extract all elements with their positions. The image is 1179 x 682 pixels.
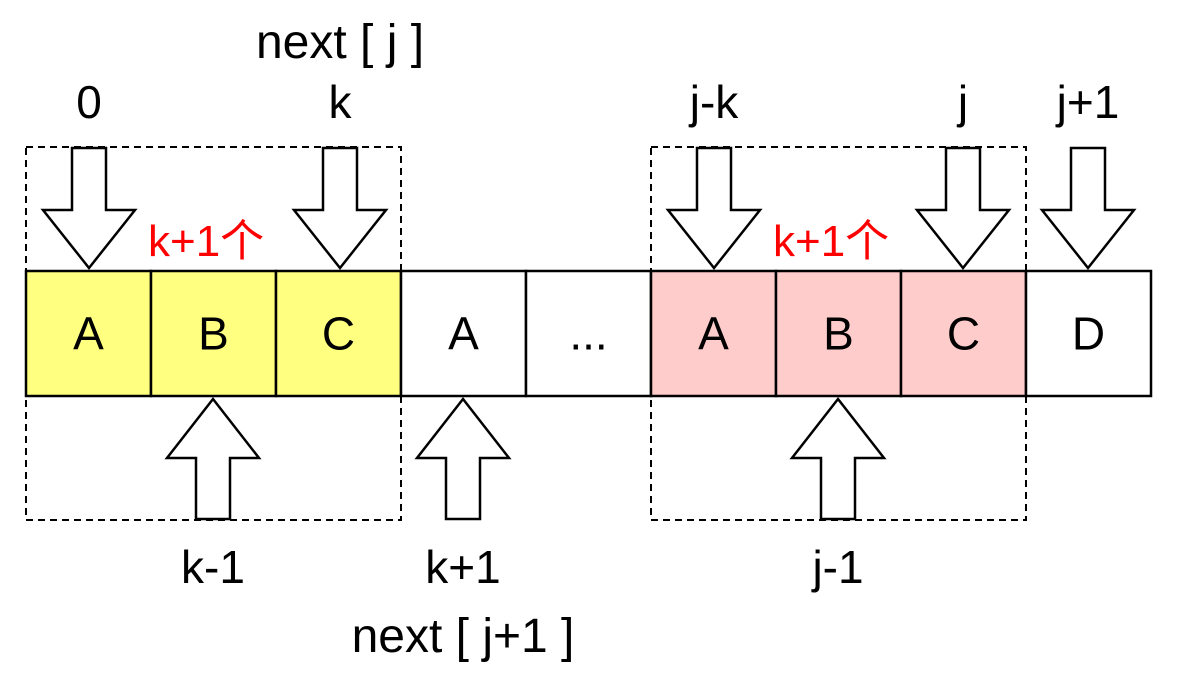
array-cell-box (649, 269, 778, 398)
array-cell-label: B (198, 308, 229, 360)
array-cell-label: ... (569, 308, 607, 360)
array-cell-box (899, 269, 1028, 398)
array-cell-label: B (823, 308, 854, 360)
index-label-j-plus-1: j+1 (1055, 76, 1120, 128)
array-cell: C (274, 269, 403, 398)
index-label-j-minus-k: j-k (688, 76, 740, 128)
array-cell-box (399, 269, 528, 398)
array-cell-box (24, 269, 153, 398)
index-label-0: 0 (76, 76, 102, 128)
array-cell: A (24, 269, 153, 398)
array-cell-label: C (947, 308, 980, 360)
index-label-k-minus-1: k-1 (181, 541, 245, 593)
array-cell: C (899, 269, 1028, 398)
down-arrow-0 (40, 146, 138, 271)
array-cell: B (149, 269, 278, 398)
index-label-k-plus-1: k+1 (425, 541, 500, 593)
next-j-plus-1-title: next [ j+1 ] (352, 610, 575, 663)
array-cell: D (1024, 269, 1153, 398)
left-count-annotation: k+1个 (148, 217, 264, 266)
up-arrow-k-plus-1 (414, 396, 512, 521)
array-cell-box (1024, 269, 1153, 398)
next-j-title: next [ j ] (256, 16, 424, 69)
down-arrow-j-plus-1 (1039, 146, 1137, 271)
array-cell: A (399, 269, 528, 398)
array-cell: A (649, 269, 778, 398)
array-cell-label: A (73, 308, 104, 360)
array-cell-label: C (322, 308, 355, 360)
index-label-j: j (956, 76, 968, 128)
down-arrow-j (914, 146, 1012, 271)
array-cell-label: A (698, 308, 729, 360)
down-arrow-k (291, 146, 389, 271)
array-cells: A B C A... A B C D (24, 269, 1153, 398)
up-arrow-j-minus-1 (789, 396, 887, 521)
array-cell-label: D (1072, 308, 1105, 360)
up-arrow-k-minus-1 (164, 396, 262, 521)
index-label-k: k (329, 76, 353, 128)
down-arrow-j-minus-k (665, 146, 763, 271)
array-cell-label: A (448, 308, 479, 360)
array-cell-box (274, 269, 403, 398)
right-count-annotation: k+1个 (773, 217, 889, 266)
index-label-j-minus-1: j-1 (810, 541, 863, 593)
array-cell: B (774, 269, 903, 398)
array-cell: ... (524, 269, 653, 398)
array-cell-box (149, 269, 278, 398)
